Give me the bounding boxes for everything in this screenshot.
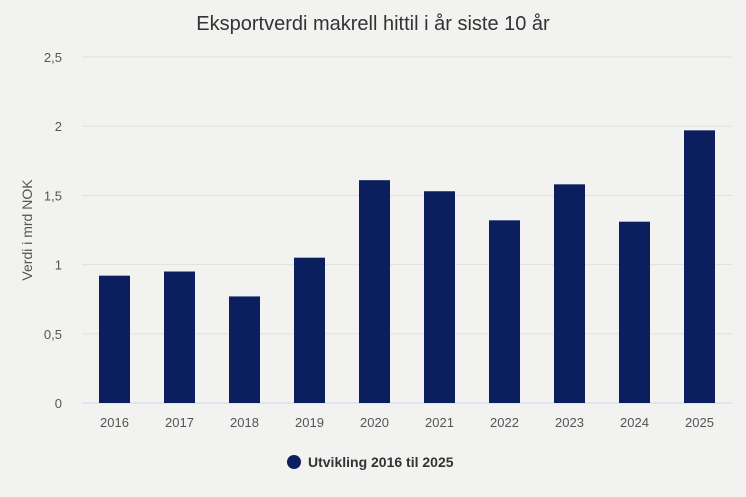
x-tick-label: 2017 (165, 415, 194, 430)
x-tick-label: 2018 (230, 415, 259, 430)
x-tick-label: 2016 (100, 415, 129, 430)
legend[interactable]: Utvikling 2016 til 2025 (287, 454, 454, 470)
y-tick-label: 0 (55, 396, 62, 411)
y-tick-label: 2,5 (44, 50, 62, 65)
x-tick-label: 2022 (490, 415, 519, 430)
bar-2019[interactable] (294, 257, 325, 403)
x-tick-label: 2023 (555, 415, 584, 430)
bar-2017[interactable] (164, 271, 195, 403)
x-tick-label: 2019 (295, 415, 324, 430)
x-tick-label: 2021 (425, 415, 454, 430)
bar-2025[interactable] (684, 130, 715, 404)
y-axis-label: Verdi i mrd NOK (19, 179, 35, 281)
legend-marker (287, 455, 301, 469)
bar-2018[interactable] (229, 296, 260, 403)
x-tick-label: 2024 (620, 415, 649, 430)
bar-2023[interactable] (554, 184, 585, 403)
bar-2022[interactable] (489, 220, 520, 403)
y-tick-label: 1,5 (44, 188, 62, 203)
bar-2016[interactable] (99, 275, 130, 403)
bar-2021[interactable] (424, 191, 455, 403)
bar-2024[interactable] (619, 221, 650, 403)
y-tick-label: 0,5 (44, 327, 62, 342)
x-tick-label: 2025 (685, 415, 714, 430)
y-tick-label: 2 (55, 119, 62, 134)
bar-2020[interactable] (359, 180, 390, 403)
x-tick-label: 2020 (360, 415, 389, 430)
chart-title: Eksportverdi makrell hittil i år siste 1… (196, 13, 550, 35)
legend-label: Utvikling 2016 til 2025 (308, 454, 454, 470)
y-tick-label: 1 (55, 258, 62, 273)
